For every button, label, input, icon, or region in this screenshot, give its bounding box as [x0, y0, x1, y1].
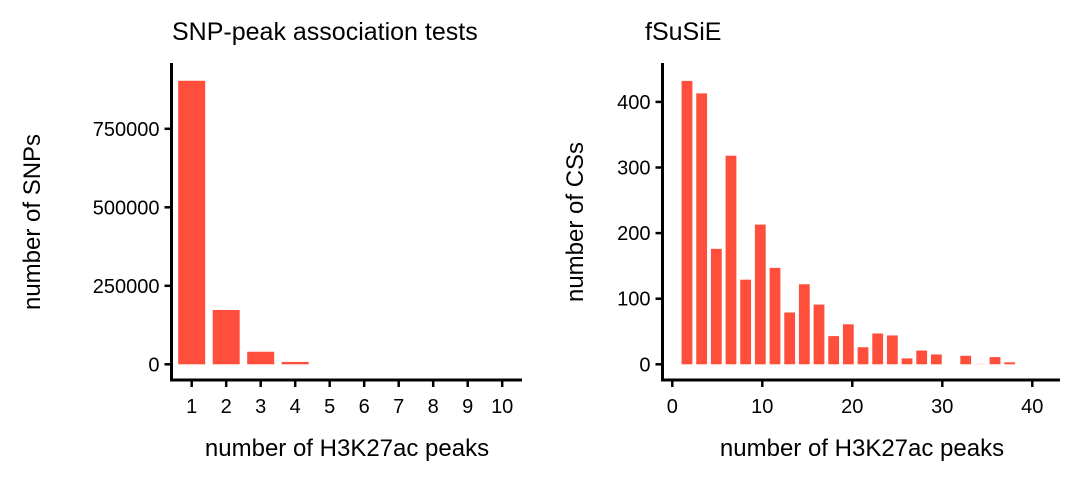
x-tick-label: 40 [1021, 396, 1043, 418]
y-tick-label: 250000 [93, 276, 160, 298]
bar [974, 363, 986, 365]
x-tick-label: 20 [841, 396, 863, 418]
y-tick-label: 750000 [93, 119, 160, 141]
left-chart-title: SNP-peak association tests [172, 18, 478, 46]
bar [886, 335, 898, 365]
left-x-axis-label: number of H3K27ac peaks [205, 435, 489, 462]
x-tick-label: 6 [359, 396, 370, 418]
x-tick-label: 4 [290, 396, 301, 418]
bar [901, 358, 913, 365]
bar [930, 354, 942, 365]
bar [916, 350, 928, 365]
x-tick-label: 30 [931, 396, 953, 418]
left-chart: 0 250000 500000 750000 1 2 3 4 5 6 7 8 9 10 [93, 63, 522, 418]
y-tick-label: 100 [617, 289, 650, 311]
bar [710, 248, 722, 365]
bar [1004, 362, 1016, 365]
x-tick-label: 3 [255, 396, 266, 418]
bar [247, 351, 275, 365]
x-tick-label: 5 [324, 396, 335, 418]
bar [212, 309, 240, 365]
bar [842, 324, 854, 365]
bar [857, 347, 869, 365]
x-tick-label: 2 [221, 396, 232, 418]
bar [960, 355, 972, 365]
y-tick-label: 300 [617, 158, 650, 180]
bar [798, 284, 810, 365]
x-tick-label: 9 [462, 396, 473, 418]
x-tick-label: 7 [393, 396, 404, 418]
bar [740, 279, 752, 365]
y-tick-label: 500000 [93, 197, 160, 219]
x-tick-label: 10 [751, 396, 773, 418]
bar [872, 333, 884, 365]
bar [178, 80, 206, 365]
x-tick-label: 10 [491, 396, 513, 418]
bar [784, 312, 796, 365]
bar [769, 267, 781, 365]
bar [754, 224, 766, 365]
bar [696, 93, 708, 365]
bar [813, 304, 825, 365]
y-tick-label: 400 [617, 92, 650, 114]
right-chart: 0 100 200 300 400 0 10 20 30 40 [617, 63, 1060, 418]
y-tick-label: 0 [639, 354, 650, 376]
bar [725, 155, 737, 365]
y-tick-label: 200 [617, 223, 650, 245]
right-chart-title: fSuSiE [645, 18, 721, 46]
x-tick-label: 0 [667, 396, 678, 418]
right-x-axis-label: number of H3K27ac peaks [720, 435, 1004, 462]
x-tick-label: 1 [186, 396, 197, 418]
right-y-axis-label: number of CSs [562, 142, 589, 302]
bar [989, 357, 1001, 365]
y-tick-label: 0 [148, 354, 159, 376]
bar [828, 336, 840, 365]
bar [681, 80, 693, 365]
bar [281, 361, 309, 365]
x-tick-label: 8 [428, 396, 439, 418]
left-y-axis-label: number of SNPs [19, 134, 46, 310]
